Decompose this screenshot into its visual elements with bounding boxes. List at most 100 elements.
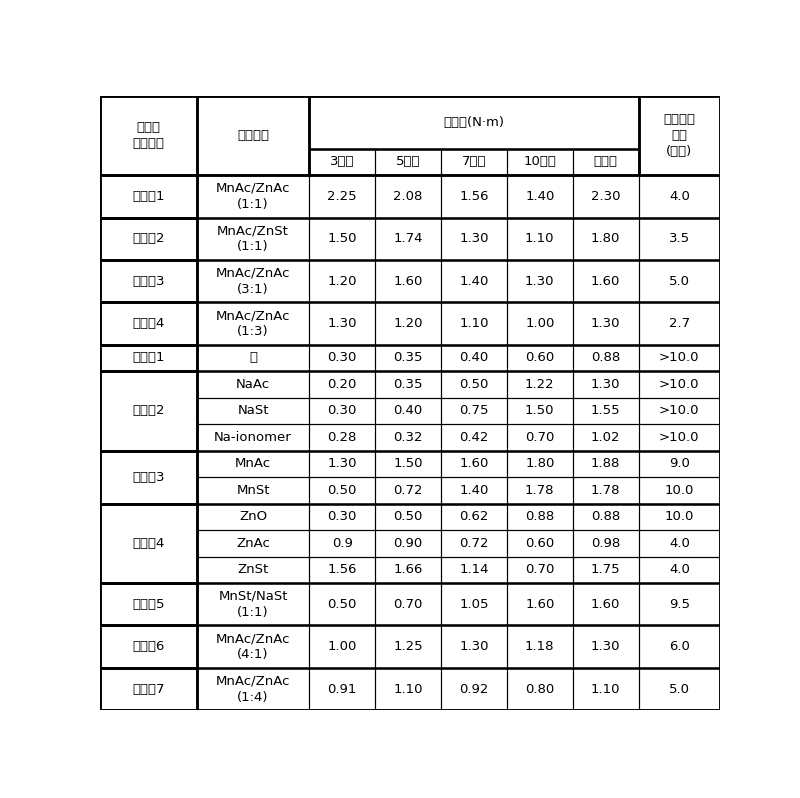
Text: 5.0: 5.0 <box>669 682 690 696</box>
Text: >10.0: >10.0 <box>659 405 699 417</box>
Text: 1.30: 1.30 <box>459 232 489 245</box>
Text: 3.5: 3.5 <box>669 232 690 245</box>
Text: 1.05: 1.05 <box>459 598 489 610</box>
Text: NaSt: NaSt <box>238 405 269 417</box>
Text: MnAc/ZnAc
(1:1): MnAc/ZnAc (1:1) <box>216 182 290 211</box>
Text: 比较例5: 比较例5 <box>132 598 165 610</box>
Text: MnAc/ZnAc
(4:1): MnAc/ZnAc (4:1) <box>216 632 290 662</box>
Text: 1.10: 1.10 <box>394 682 423 696</box>
Text: 0.50: 0.50 <box>327 598 357 610</box>
Text: 2.25: 2.25 <box>327 190 357 203</box>
Text: 1.40: 1.40 <box>525 190 554 203</box>
Text: 1.20: 1.20 <box>394 317 423 330</box>
Text: 0.9: 0.9 <box>332 537 353 550</box>
Text: 1.18: 1.18 <box>525 640 554 653</box>
Text: 1.30: 1.30 <box>591 317 621 330</box>
Text: >10.0: >10.0 <box>659 378 699 391</box>
Text: 0.72: 0.72 <box>394 484 423 497</box>
Text: 0.60: 0.60 <box>525 537 554 550</box>
Text: 1.88: 1.88 <box>591 457 620 470</box>
Text: 0.28: 0.28 <box>327 431 357 444</box>
Text: 1.60: 1.60 <box>525 598 554 610</box>
Text: 0.70: 0.70 <box>394 598 422 610</box>
Text: >10.0: >10.0 <box>659 351 699 365</box>
Text: MnSt/NaSt
(1:1): MnSt/NaSt (1:1) <box>218 590 288 618</box>
Text: 4.0: 4.0 <box>669 190 690 203</box>
Text: 实施例4: 实施例4 <box>132 317 165 330</box>
Text: 0.88: 0.88 <box>525 511 554 523</box>
Text: MnSt: MnSt <box>236 484 270 497</box>
Text: 7分钟: 7分钟 <box>462 156 486 168</box>
Text: 1.02: 1.02 <box>591 431 621 444</box>
Text: 2.08: 2.08 <box>394 190 422 203</box>
Text: 0.80: 0.80 <box>525 682 554 696</box>
Text: 9.0: 9.0 <box>669 457 690 470</box>
Text: 比较例3: 比较例3 <box>132 471 165 484</box>
Text: >10.0: >10.0 <box>659 431 699 444</box>
Text: 0.30: 0.30 <box>327 351 357 365</box>
Text: 1.14: 1.14 <box>459 563 489 576</box>
Text: ZnSt: ZnSt <box>238 563 269 576</box>
Text: 实施例3: 实施例3 <box>132 275 165 287</box>
Text: 比较例1: 比较例1 <box>132 351 165 365</box>
Text: 比较例2: 比较例2 <box>132 405 165 417</box>
Text: 1.30: 1.30 <box>459 640 489 653</box>
Text: 0.98: 0.98 <box>591 537 620 550</box>
Text: 0.40: 0.40 <box>459 351 489 365</box>
Text: 0.50: 0.50 <box>394 511 422 523</box>
Text: Na-ionomer: Na-ionomer <box>214 431 292 444</box>
Text: 0.60: 0.60 <box>525 351 554 365</box>
Text: 0.88: 0.88 <box>591 351 620 365</box>
Text: 0.50: 0.50 <box>459 378 489 391</box>
Text: 0.30: 0.30 <box>327 405 357 417</box>
Text: 6.0: 6.0 <box>669 640 690 653</box>
Text: 0.72: 0.72 <box>459 537 489 550</box>
Text: 10.0: 10.0 <box>665 511 694 523</box>
Text: 1.00: 1.00 <box>327 640 357 653</box>
Text: 1.74: 1.74 <box>394 232 423 245</box>
Text: 1.80: 1.80 <box>591 232 620 245</box>
Text: 无: 无 <box>249 351 257 365</box>
Text: 1.56: 1.56 <box>327 563 357 576</box>
Text: 5分钟: 5分钟 <box>396 156 420 168</box>
Text: 1.30: 1.30 <box>525 275 554 287</box>
Text: ZnO: ZnO <box>239 511 267 523</box>
Text: MnAc/ZnAc
(3:1): MnAc/ZnAc (3:1) <box>216 267 290 295</box>
Text: MnAc: MnAc <box>235 457 271 470</box>
Text: 比较例7: 比较例7 <box>132 682 165 696</box>
Text: 0.20: 0.20 <box>327 378 357 391</box>
Text: 0.92: 0.92 <box>459 682 489 696</box>
Text: 1.00: 1.00 <box>525 317 554 330</box>
Text: 1.78: 1.78 <box>525 484 554 497</box>
Text: 0.40: 0.40 <box>394 405 422 417</box>
Text: 10分钟: 10分钟 <box>523 156 556 168</box>
Text: 最大值: 最大值 <box>594 156 618 168</box>
Text: 2.30: 2.30 <box>591 190 621 203</box>
Text: 0.70: 0.70 <box>525 431 554 444</box>
Text: 1.55: 1.55 <box>591 405 621 417</box>
Text: NaAc: NaAc <box>236 378 270 391</box>
Text: 0.88: 0.88 <box>591 511 620 523</box>
Text: 0.91: 0.91 <box>327 682 357 696</box>
Text: 1.40: 1.40 <box>459 275 489 287</box>
Text: 0.75: 0.75 <box>459 405 489 417</box>
Text: 0.32: 0.32 <box>394 431 423 444</box>
Text: 1.60: 1.60 <box>459 457 489 470</box>
Text: 0.42: 0.42 <box>459 431 489 444</box>
Text: 0.90: 0.90 <box>394 537 422 550</box>
Text: 1.20: 1.20 <box>327 275 357 287</box>
Text: 1.60: 1.60 <box>591 598 620 610</box>
Text: 达最大值
时间
(分钟): 达最大值 时间 (分钟) <box>663 113 695 158</box>
Text: MnAc/ZnAc
(1:3): MnAc/ZnAc (1:3) <box>216 309 290 338</box>
Text: 1.50: 1.50 <box>327 232 357 245</box>
Text: 5.0: 5.0 <box>669 275 690 287</box>
Text: 1.30: 1.30 <box>327 457 357 470</box>
Text: 0.35: 0.35 <box>394 378 423 391</box>
Text: 0.30: 0.30 <box>327 511 357 523</box>
Text: 1.30: 1.30 <box>327 317 357 330</box>
Text: MnAc/ZnAc
(1:4): MnAc/ZnAc (1:4) <box>216 674 290 704</box>
Text: 1.60: 1.60 <box>591 275 620 287</box>
Text: 1.10: 1.10 <box>591 682 621 696</box>
Text: 1.78: 1.78 <box>591 484 621 497</box>
Text: 1.66: 1.66 <box>394 563 422 576</box>
